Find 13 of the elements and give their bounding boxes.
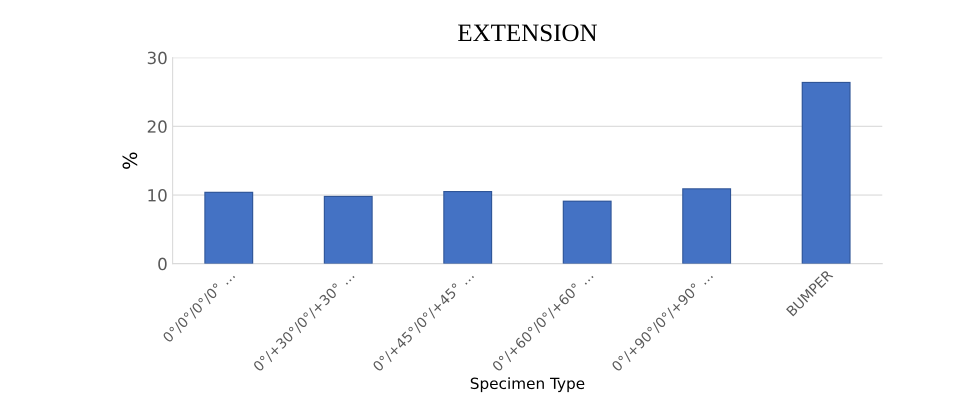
bar	[802, 82, 851, 264]
y-tick-label: 20	[148, 120, 167, 133]
y-tick-label: 10	[148, 188, 167, 202]
bar	[562, 200, 612, 264]
y-tick-label: 0	[158, 258, 167, 270]
bar	[443, 191, 492, 264]
bar	[682, 188, 732, 264]
chart-title: EXTENSION	[458, 24, 598, 42]
bar	[204, 192, 254, 264]
x-axis-title: Specimen Type	[470, 377, 584, 392]
y-axis-title: %	[122, 152, 138, 169]
y-tick-label: 30	[148, 52, 167, 64]
bar	[324, 196, 373, 264]
